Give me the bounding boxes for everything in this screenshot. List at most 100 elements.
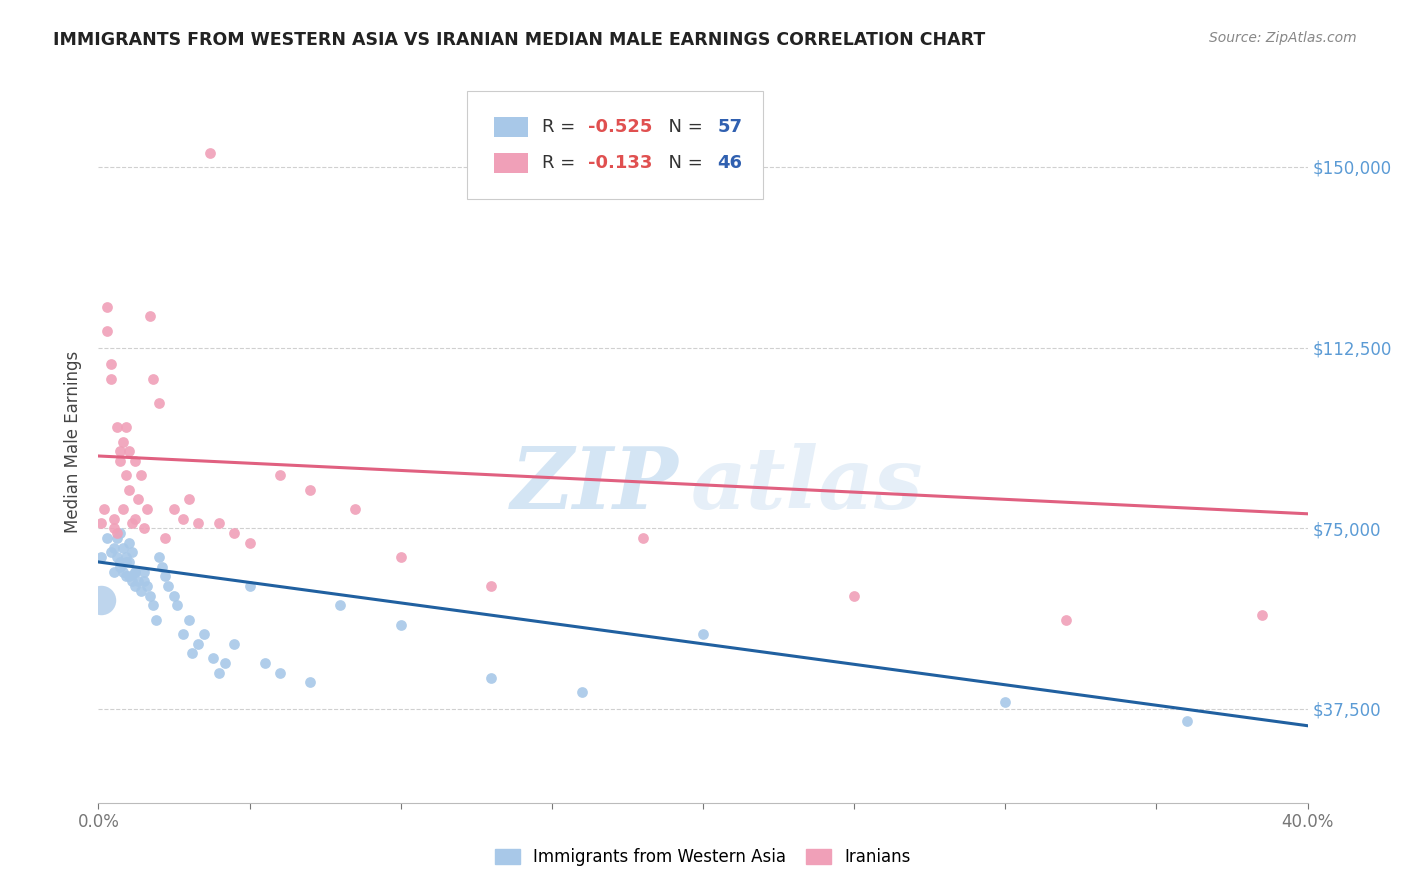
Point [132,574,155,589]
Point [1054,613,1077,627]
Point [105,550,128,565]
Point [103,565,125,579]
Point [208,665,231,680]
Point [135,579,157,593]
Point [105,531,128,545]
Point [269,665,291,680]
Point [108,454,131,468]
Text: R =: R = [543,119,581,136]
Point [118,569,141,583]
FancyBboxPatch shape [467,91,763,200]
Point [224,526,246,541]
Point [100,545,122,559]
Point [145,613,167,627]
Text: IMMIGRANTS FROM WESTERN ASIA VS IRANIAN MEDIAN MALE EARNINGS CORRELATION CHART: IMMIGRANTS FROM WESTERN ASIA VS IRANIAN … [53,31,986,49]
Point [118,535,141,549]
Text: Source: ZipAtlas.com: Source: ZipAtlas.com [1209,31,1357,45]
Point [148,396,170,410]
Point [124,511,146,525]
Point [114,468,136,483]
Point [139,310,162,324]
Point [129,468,152,483]
Text: -0.525: -0.525 [588,119,652,136]
Point [224,637,246,651]
Point [139,589,162,603]
Point [1251,607,1274,622]
Text: R =: R = [543,154,581,172]
Point [121,574,143,589]
Point [129,583,152,598]
Point [124,565,146,579]
Point [108,444,131,458]
Point [118,444,141,458]
Point [114,555,136,569]
Point [179,613,201,627]
Point [90,593,112,607]
Point [269,468,291,483]
Point [692,627,714,641]
Point [105,420,128,434]
Text: -0.133: -0.133 [588,154,652,172]
Point [329,599,352,613]
Point [239,535,262,549]
Point [994,695,1017,709]
Point [172,627,194,641]
FancyBboxPatch shape [494,153,527,173]
Point [108,555,131,569]
Point [96,324,118,338]
Point [200,145,222,160]
Point [114,569,136,583]
Text: 46: 46 [717,154,742,172]
Point [148,550,170,565]
Point [181,647,204,661]
Point [103,541,125,555]
Point [93,502,115,516]
Point [389,550,412,565]
Point [114,420,136,434]
Point [108,559,131,574]
Point [103,521,125,535]
Point [481,579,503,593]
Point [299,675,322,690]
Point [389,617,412,632]
Point [153,569,176,583]
Text: N =: N = [657,154,709,172]
Point [118,483,141,497]
Point [124,454,146,468]
Point [150,559,173,574]
Text: atlas: atlas [690,443,924,526]
Point [108,526,131,541]
Text: ZIP: ZIP [510,443,679,526]
Point [172,511,194,525]
Point [571,685,593,699]
Point [208,516,231,531]
Point [153,531,176,545]
Point [187,637,209,651]
Text: N =: N = [657,119,709,136]
Point [187,516,209,531]
Point [844,589,866,603]
Point [214,656,236,670]
Point [105,526,128,541]
Text: 57: 57 [717,119,742,136]
Point [253,656,276,670]
Point [96,300,118,314]
Point [481,671,503,685]
Point [111,434,134,449]
Point [111,541,134,555]
Point [163,502,186,516]
Point [631,531,654,545]
Point [179,492,201,507]
Point [118,555,141,569]
Point [193,627,215,641]
Point [100,372,122,386]
Point [135,502,157,516]
Point [90,550,112,565]
Point [124,579,146,593]
Point [124,565,146,579]
Point [114,550,136,565]
Point [121,545,143,559]
Point [142,599,165,613]
FancyBboxPatch shape [494,117,527,137]
Y-axis label: Median Male Earnings: Median Male Earnings [65,351,83,533]
